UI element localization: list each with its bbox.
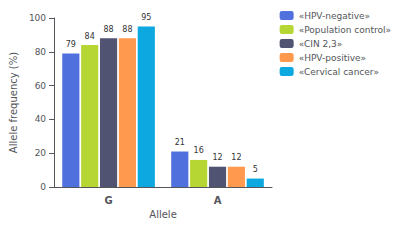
svg-text:84: 84 [85, 32, 95, 41]
svg-text:«Cervical cancer»: «Cervical cancer» [299, 67, 379, 77]
svg-text:«HPV-negative»: «HPV-negative» [299, 11, 370, 21]
svg-text:«Population control»: «Population control» [299, 25, 391, 35]
svg-text:G: G [104, 195, 112, 206]
svg-text:88: 88 [103, 25, 113, 34]
svg-text:60: 60 [35, 81, 47, 91]
svg-text:16: 16 [194, 146, 204, 155]
svg-text:0: 0 [40, 182, 46, 192]
svg-text:95: 95 [141, 13, 151, 22]
svg-text:12: 12 [212, 153, 222, 162]
svg-text:88: 88 [122, 25, 132, 34]
svg-text:12: 12 [231, 153, 241, 162]
svg-text:Allele: Allele [149, 209, 176, 220]
svg-text:20: 20 [35, 148, 47, 158]
svg-text:80: 80 [35, 47, 47, 57]
svg-text:5: 5 [253, 165, 258, 174]
svg-text:«HPV-positive»: «HPV-positive» [299, 53, 366, 63]
svg-text:21: 21 [175, 138, 185, 147]
svg-text:79: 79 [66, 40, 76, 49]
svg-text:100: 100 [29, 13, 46, 23]
svg-text:«CIN 2,3»: «CIN 2,3» [299, 39, 343, 49]
svg-text:A: A [214, 195, 222, 206]
svg-text:Allele frequency (%): Allele frequency (%) [8, 52, 19, 153]
svg-text:40: 40 [35, 114, 47, 124]
